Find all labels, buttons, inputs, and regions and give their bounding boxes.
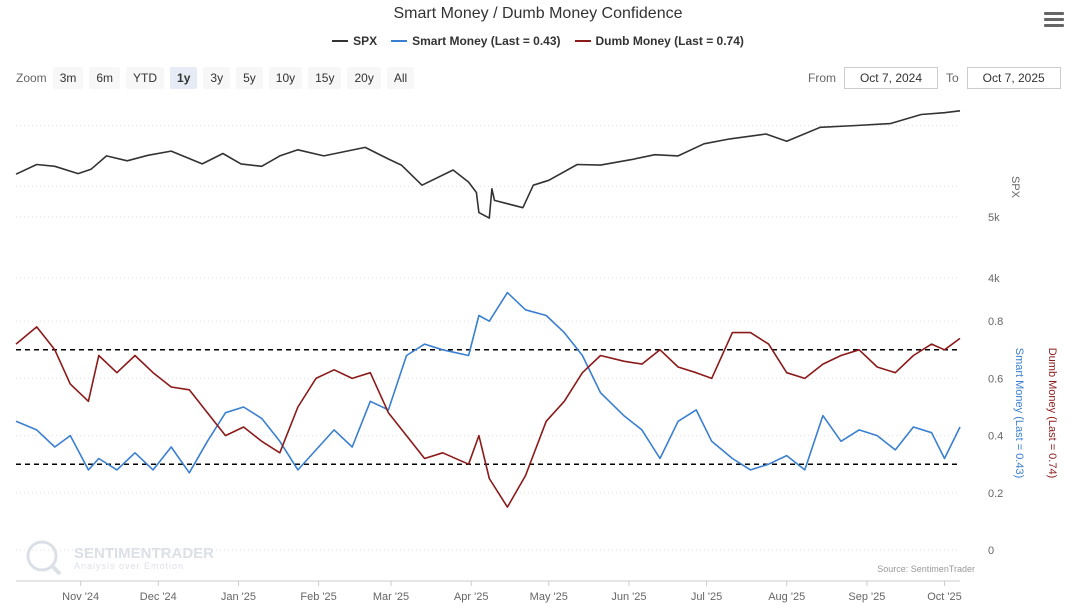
watermark-tagline: Analysis over Emotion <box>74 561 184 571</box>
x-axis-tick-label: Apr '25 <box>454 591 489 603</box>
x-axis-tick-label: Jan '25 <box>221 591 256 603</box>
zoom-button-3y[interactable]: 3y <box>203 67 231 89</box>
smart-money-axis-label: Smart Money (Last = 0.43) <box>1013 348 1025 479</box>
legend-swatch-dumb-money <box>574 40 591 42</box>
legend-label-spx: SPX <box>353 34 378 48</box>
zoom-button-1y[interactable]: 1y <box>170 67 198 89</box>
x-axis-tick-label: Mar '25 <box>373 591 409 603</box>
to-date-input[interactable]: Oct 7, 2025 <box>966 67 1061 89</box>
x-axis-tick-label: Oct '25 <box>927 591 962 603</box>
zoom-label: Zoom <box>16 71 47 85</box>
osc-tick-label: 0.2 <box>988 488 1003 500</box>
osc-tick-label: 0 <box>988 545 994 557</box>
zoom-bar: Zoom 3m 6m YTD 1y 3y 5y 10y 15y 20y All <box>16 67 420 89</box>
osc-tick-label: 0.4 <box>988 431 1003 443</box>
watermark-logo-icon <box>26 540 58 572</box>
x-axis-tick-label: Aug '25 <box>768 591 805 603</box>
zoom-button-5y[interactable]: 5y <box>236 67 263 89</box>
legend-item-spx[interactable]: SPX <box>332 34 377 48</box>
zoom-button-6m[interactable]: 6m <box>89 67 121 89</box>
legend-item-dumb-money[interactable]: Dumb Money (Last = 0.74) <box>574 34 744 48</box>
osc-tick-label: 0.6 <box>988 373 1003 385</box>
date-range: From Oct 7, 2024 To Oct 7, 2025 <box>808 67 1069 89</box>
x-axis-tick-label: May '25 <box>530 591 568 603</box>
watermark: SENTIMENTRADER Analysis over Emotion <box>26 540 214 576</box>
legend-item-smart-money[interactable]: Smart Money (Last = 0.43) <box>391 34 561 48</box>
watermark-handle <box>50 564 62 576</box>
dumb-money-series-line <box>15 326 961 508</box>
zoom-button-ytd[interactable]: YTD <box>126 67 165 89</box>
legend-label-dumb-money: Dumb Money (Last = 0.74) <box>595 34 744 48</box>
hamburger-menu-icon[interactable] <box>1044 12 1064 28</box>
dumb-money-axis-label: Dumb Money (Last = 0.74) <box>1046 348 1058 479</box>
legend-label-smart-money: Smart Money (Last = 0.43) <box>412 34 561 48</box>
zoom-button-15y[interactable]: 15y <box>308 67 342 89</box>
x-axis-tick-label: Nov '24 <box>62 591 99 603</box>
smart-money-series-line <box>15 291 961 474</box>
zoom-button-all[interactable]: All <box>386 67 415 89</box>
spx-tick-label: 4k <box>988 273 1000 285</box>
x-axis-tick-label: Dec '24 <box>140 591 177 603</box>
zoom-button-10y[interactable]: 10y <box>268 67 303 89</box>
x-axis-tick-label: Sep '25 <box>848 591 885 603</box>
spx-tick-label: 5k <box>988 212 1000 224</box>
from-date-input[interactable]: Oct 7, 2024 <box>844 67 938 89</box>
legend-swatch-spx <box>332 40 349 42</box>
legend: SPX Smart Money (Last = 0.43) Dumb Money… <box>0 34 1076 48</box>
x-axis-tick-label: Jul '25 <box>691 591 722 603</box>
source-credit: Source: SentimenTrader <box>877 564 975 574</box>
zoom-button-3m[interactable]: 3m <box>52 67 84 89</box>
spx-axis-label: SPX <box>1009 176 1021 199</box>
x-axis-tick-label: Jun '25 <box>611 591 646 603</box>
from-label: From <box>808 71 836 85</box>
watermark-brand: SENTIMENTRADER <box>74 545 214 562</box>
zoom-button-20y[interactable]: 20y <box>347 67 381 89</box>
to-label: To <box>946 71 959 85</box>
legend-swatch-smart-money <box>391 40 408 42</box>
osc-tick-label: 0.8 <box>988 316 1003 328</box>
spx-series-line <box>15 110 961 219</box>
chart-title: Smart Money / Dumb Money Confidence <box>393 5 683 22</box>
x-axis-tick-label: Feb '25 <box>300 591 336 603</box>
